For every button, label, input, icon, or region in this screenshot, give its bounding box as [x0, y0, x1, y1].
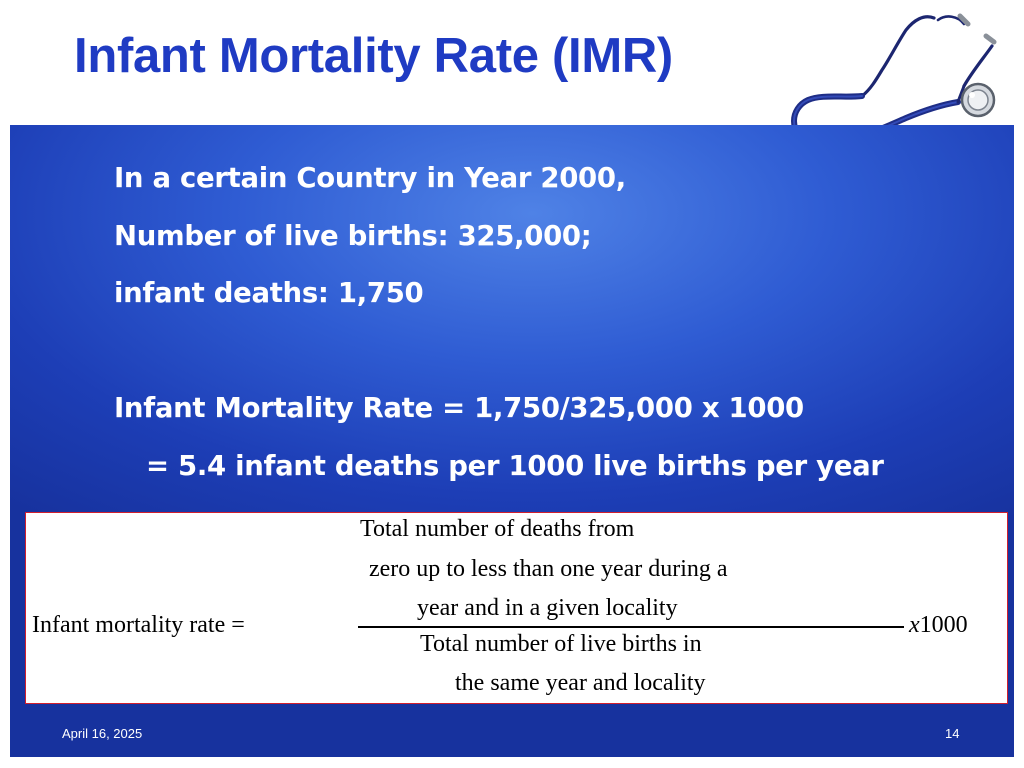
body-line-imr-calculation: Infant Mortality Rate = 1,750/325,000 x … — [114, 392, 804, 424]
formula-multiplier-x: x — [909, 612, 920, 638]
formula-numerator-line-3: year and in a given locality — [417, 595, 678, 621]
slide-number: 14 — [945, 726, 960, 741]
formula-numerator-line-1: Total number of deaths from — [360, 516, 635, 542]
imr-formula-box: Infant mortality rate = Total number of … — [25, 512, 1008, 704]
formula-denominator-line-1: Total number of live births in — [420, 631, 702, 657]
formula-lhs: Infant mortality rate = — [32, 612, 245, 638]
body-line-country: In a certain Country in Year 2000, — [114, 162, 626, 194]
body-line-imr-result: = 5.4 infant deaths per 1000 live births… — [146, 449, 884, 482]
formula-multiplier-value: 1000 — [919, 612, 968, 638]
slide-body: In a certain Country in Year 2000, Numbe… — [114, 150, 994, 495]
body-line-live-births: Number of live births: 325,000; — [114, 219, 592, 252]
fraction-bar — [358, 626, 904, 628]
formula-numerator-line-2: zero up to less than one year during a — [369, 556, 728, 582]
formula-denominator-line-2: the same year and locality — [455, 670, 706, 696]
footer-date: April 16, 2025 — [62, 726, 143, 741]
body-line-infant-deaths: infant deaths: 1,750 — [114, 277, 424, 309]
formula-multiplier: x1000 — [909, 611, 968, 639]
body-line-blank — [114, 323, 994, 381]
slide-title: Infant Mortality Rate (IMR) — [74, 29, 673, 83]
